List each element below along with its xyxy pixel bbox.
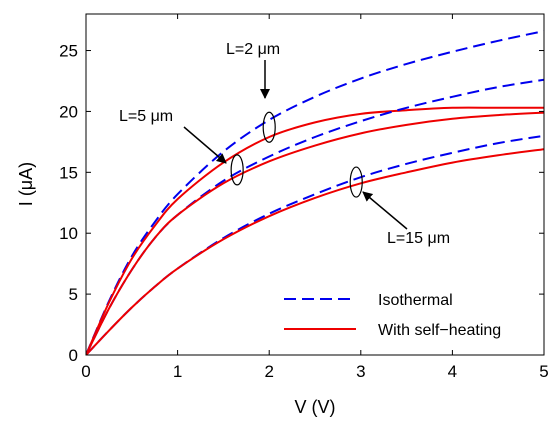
y-tick-label: 20 (59, 102, 78, 121)
x-tick-label: 2 (264, 362, 273, 381)
legend-label-with-self-heating: With self−heating (378, 322, 501, 339)
annotation-label-l-5-m: L=5 μm (119, 108, 173, 125)
annotation-arrow-l-5-m (183, 126, 227, 164)
annotation-ellipse-l-5-m (230, 154, 244, 186)
y-axis-title: I (μA) (16, 162, 36, 206)
x-axis-title: V (V) (294, 397, 335, 417)
annotation-arrow-l-15-m (362, 191, 408, 230)
plot-frame (85, 13, 545, 356)
annotation-ellipse-l-15-m (349, 166, 363, 198)
y-tick-label: 10 (59, 224, 78, 243)
x-tick-label: 1 (173, 362, 182, 381)
legend-label-isothermal: Isothermal (378, 292, 453, 309)
legend: Isothermal With self−heating (284, 292, 501, 339)
series-line-l-15-m-with-self-heating (86, 148, 544, 355)
x-tick-label: 3 (356, 362, 365, 381)
annotation-ellipse-l-2-m (262, 111, 276, 143)
x-tick-label: 5 (539, 362, 548, 381)
annotation-label-l-2-m: L=2 μm (226, 41, 280, 58)
y-tick-label: 15 (59, 163, 78, 182)
annotation-label-l-15-m: L=15 μm (387, 230, 450, 247)
y-tick-label: 25 (59, 42, 78, 61)
y-tick-label: 0 (69, 346, 78, 365)
axes-layer: 0 1 2 3 4 5 0 5 10 15 20 25 (59, 14, 549, 381)
annotation-layer: L=2 μm L=5 μm L=15 μm (119, 41, 450, 247)
y-tick-label: 5 (69, 285, 78, 304)
x-tick-label: 4 (448, 362, 457, 381)
series-layer (86, 30, 544, 355)
series-line-l-2-m-isothermal (86, 30, 544, 355)
series-line-l-2-m-with-self-heating (86, 106, 544, 355)
series-line-l-5-m-with-self-heating (86, 111, 544, 355)
x-tick-label: 0 (81, 362, 90, 381)
plot-area (86, 14, 544, 355)
